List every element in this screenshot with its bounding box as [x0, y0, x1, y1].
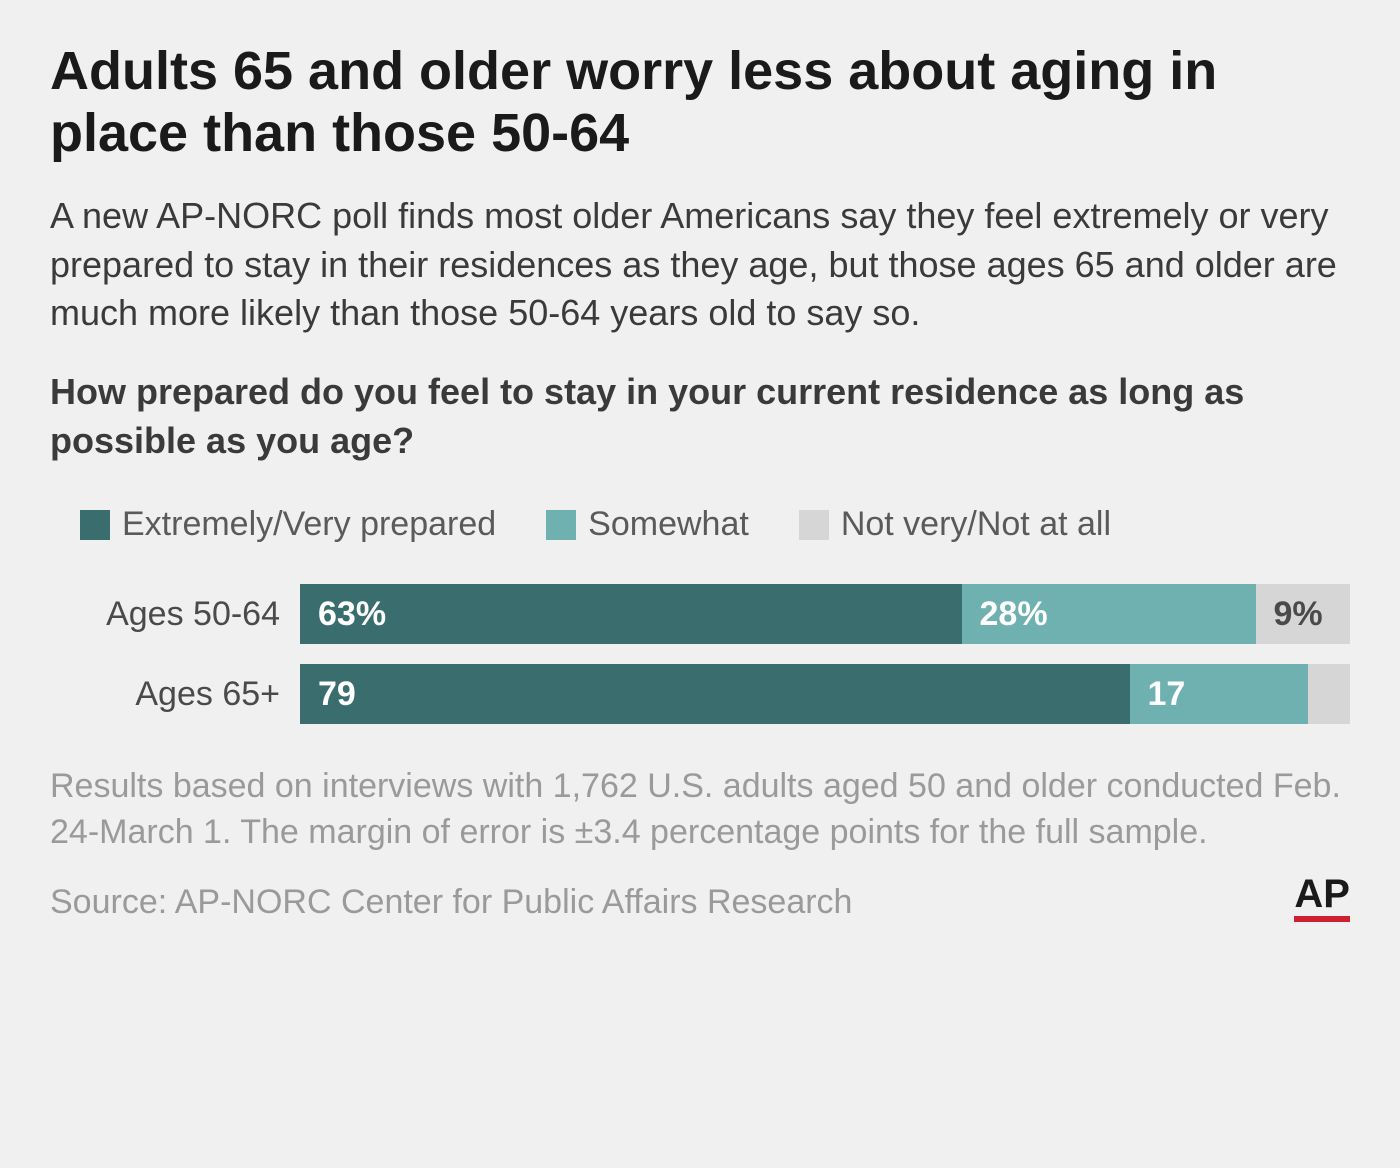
legend: Extremely/Very prepared Somewhat Not ver…	[80, 505, 1350, 544]
legend-label: Extremely/Very prepared	[122, 505, 496, 544]
bar-segment: 17	[1130, 664, 1309, 724]
legend-item: Not very/Not at all	[799, 505, 1111, 544]
bar: 79 17	[300, 664, 1350, 724]
chart-question: How prepared do you feel to stay in your…	[50, 368, 1350, 465]
legend-item: Extremely/Very prepared	[80, 505, 496, 544]
stacked-bar-chart: Ages 50-64 63% 28% 9% Ages 65+ 79 17	[50, 584, 1350, 724]
legend-swatch	[546, 510, 576, 540]
ap-logo: AP	[1294, 874, 1350, 922]
row-label: Ages 50-64	[50, 595, 300, 634]
source-text: Source: AP-NORC Center for Public Affair…	[50, 883, 852, 922]
legend-item: Somewhat	[546, 505, 749, 544]
bar-segment: 63%	[300, 584, 962, 644]
legend-label: Somewhat	[588, 505, 749, 544]
legend-swatch	[80, 510, 110, 540]
source-row: Source: AP-NORC Center for Public Affair…	[50, 874, 1350, 922]
chart-title: Adults 65 and older worry less about agi…	[50, 40, 1350, 164]
bar: 63% 28% 9%	[300, 584, 1350, 644]
chart-row: Ages 50-64 63% 28% 9%	[50, 584, 1350, 644]
bar-segment: 9%	[1256, 584, 1351, 644]
chart-row: Ages 65+ 79 17	[50, 664, 1350, 724]
bar-segment: 79	[300, 664, 1130, 724]
bar-segment	[1308, 664, 1350, 724]
footnote: Results based on interviews with 1,762 U…	[50, 764, 1350, 856]
bar-segment: 28%	[962, 584, 1256, 644]
row-label: Ages 65+	[50, 675, 300, 714]
chart-description: A new AP-NORC poll finds most older Amer…	[50, 192, 1350, 338]
legend-swatch	[799, 510, 829, 540]
infographic: Adults 65 and older worry less about agi…	[50, 40, 1350, 922]
legend-label: Not very/Not at all	[841, 505, 1111, 544]
